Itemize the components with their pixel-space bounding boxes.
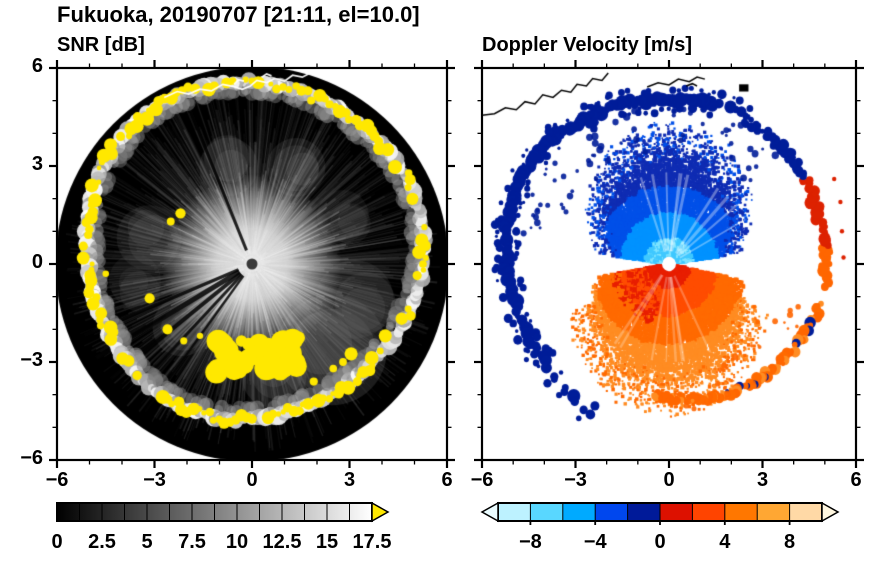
snr-radar-image	[57, 68, 447, 460]
snr-colorbar-label: 12.5	[262, 531, 302, 553]
x-tick-label: 0	[663, 469, 675, 491]
x-tick-label: 6	[441, 469, 453, 491]
doppler-colorbar-label: 8	[784, 531, 796, 553]
doppler-colorbar-label: −8	[518, 531, 542, 553]
y-tick-label: −3	[20, 349, 43, 371]
doppler-panel-title: Doppler Velocity [m/s]	[482, 34, 693, 56]
snr-colorbar-label: 17.5	[352, 531, 392, 553]
doppler-colorbar-label: −4	[583, 531, 607, 553]
snr-colorbar-label: 7.5	[178, 531, 206, 553]
x-tick-label: 3	[756, 469, 769, 491]
x-tick-label: 0	[246, 469, 258, 491]
x-tick-label: 3	[343, 469, 356, 491]
snr-colorbar-label: 15	[315, 531, 339, 553]
snr-colorbar-label: 0	[51, 531, 63, 553]
y-tick-label: 6	[31, 55, 43, 77]
doppler-colorbar	[480, 501, 840, 525]
snr-axes-frame	[49, 60, 455, 468]
snr-colorbar	[56, 501, 390, 523]
doppler-colorbar-label: 0	[654, 531, 666, 553]
snr-colorbar-label: 10	[225, 531, 249, 553]
x-tick-label: −6	[45, 469, 69, 491]
y-tick-label: 3	[31, 153, 43, 175]
figure-title: Fukuoka, 20190707 [21:11, el=10.0]	[57, 2, 420, 27]
x-tick-label: −3	[564, 469, 587, 491]
snr-panel-title: SNR [dB]	[57, 34, 145, 56]
snr-colorbar-label: 5	[141, 531, 153, 553]
doppler-colorbar-label: 4	[719, 531, 731, 553]
snr-colorbar-label: 2.5	[88, 531, 116, 553]
x-tick-label: −3	[143, 469, 166, 491]
doppler-radar-image	[482, 68, 856, 460]
x-tick-label: 6	[850, 469, 862, 491]
x-tick-label: −6	[470, 469, 494, 491]
y-tick-label: −6	[20, 447, 43, 469]
doppler-axes-frame	[474, 60, 864, 468]
y-tick-label: 0	[31, 251, 43, 273]
